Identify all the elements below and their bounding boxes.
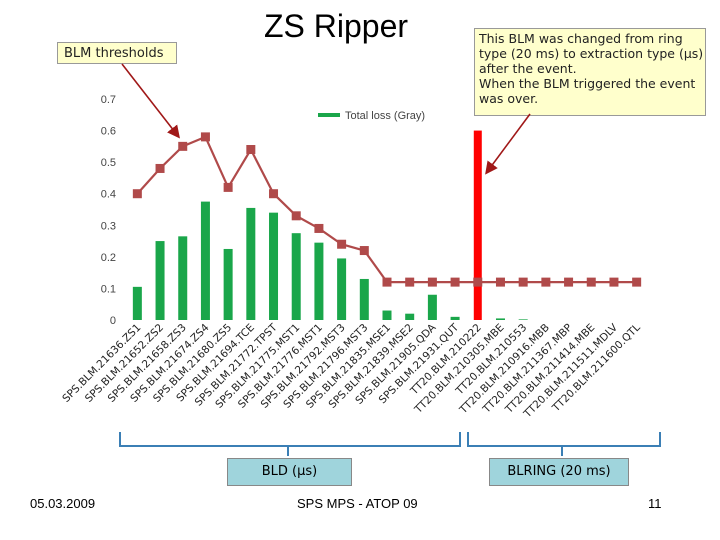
bar xyxy=(518,319,528,320)
bar xyxy=(405,313,415,320)
blm-change-callout: This BLM was changed from ring type (20 … xyxy=(474,28,706,116)
bar xyxy=(223,248,233,320)
threshold-marker xyxy=(405,277,415,287)
y-tick-label: 0.2 xyxy=(101,252,116,264)
threshold-marker xyxy=(269,189,279,199)
bar xyxy=(450,316,460,320)
bar xyxy=(246,207,256,320)
threshold-marker xyxy=(473,277,483,287)
legend-label: Total loss (Gray) xyxy=(345,110,425,122)
y-tick-label: 0.3 xyxy=(101,220,116,232)
highlight-bar xyxy=(473,130,482,320)
bar xyxy=(359,278,369,320)
bar xyxy=(382,310,392,320)
blm-change-arrow xyxy=(485,113,531,175)
footer-conference: SPS MPS - ATOP 09 xyxy=(297,496,418,511)
callout-line: When the BLM triggered the event xyxy=(479,76,696,91)
y-tick-label: 0.5 xyxy=(101,157,116,169)
threshold-marker xyxy=(359,246,369,256)
bar-series xyxy=(132,130,528,320)
page-number: 11 xyxy=(648,496,662,511)
bar xyxy=(155,241,165,320)
threshold-line xyxy=(136,135,637,284)
threshold-marker xyxy=(314,223,324,233)
threshold-marker xyxy=(427,277,437,287)
threshold-marker xyxy=(564,277,574,287)
legend-swatch xyxy=(318,113,340,117)
group-brackets xyxy=(119,432,661,456)
threshold-marker xyxy=(155,163,165,173)
bld-group-label: BLD (μs) xyxy=(227,458,352,486)
threshold-marker xyxy=(132,189,142,199)
threshold-marker xyxy=(382,277,392,287)
threshold-marker xyxy=(609,277,619,287)
threshold-marker xyxy=(450,277,460,287)
bar xyxy=(314,242,324,320)
threshold-marker xyxy=(178,141,188,151)
threshold-marker xyxy=(291,211,301,221)
bracket-line xyxy=(467,432,661,447)
threshold-marker xyxy=(337,239,347,249)
bar xyxy=(178,236,188,320)
blring-group-label: BLRING (20 ms) xyxy=(489,458,629,486)
threshold-marker xyxy=(246,145,256,155)
bar xyxy=(291,233,301,320)
threshold-marker xyxy=(200,132,210,142)
callout-line: was over. xyxy=(479,91,539,106)
bracket-line xyxy=(119,432,461,447)
bar xyxy=(269,212,279,320)
threshold-series xyxy=(132,132,642,287)
footer-date: 05.03.2009 xyxy=(30,496,96,511)
threshold-marker xyxy=(586,277,596,287)
chart-axes: 0 0.1 0.2 0.3 0.4 0.5 0.6 0.7 xyxy=(101,94,116,327)
chart-legend: Total loss (Gray) xyxy=(318,110,425,122)
callout-arrows xyxy=(121,63,531,175)
bar xyxy=(427,294,437,320)
y-tick-label: 0.1 xyxy=(101,283,116,295)
bar xyxy=(200,201,210,320)
threshold-marker xyxy=(223,182,233,192)
slide-title: ZS Ripper xyxy=(263,8,409,44)
bar xyxy=(132,286,142,320)
threshold-marker xyxy=(518,277,528,287)
callout-line: This BLM was changed from ring xyxy=(479,31,683,46)
callout-line: type (20 ms) to extraction type (μs) xyxy=(479,46,704,61)
callout-line: after the event. xyxy=(479,61,577,76)
thresholds-callout: BLM thresholds xyxy=(57,42,177,64)
y-tick-label: 0.6 xyxy=(101,126,116,138)
threshold-marker xyxy=(495,277,505,287)
threshold-marker xyxy=(541,277,551,287)
y-tick-label: 0 xyxy=(110,315,116,327)
x-tick-labels: SPS.BLM.21636.ZS1SPS.BLM.21652.ZS2SPS.BL… xyxy=(60,321,643,421)
threshold-marker xyxy=(632,277,642,287)
bar xyxy=(495,318,505,320)
thresholds-arrow xyxy=(121,63,180,139)
bar xyxy=(337,258,347,320)
y-tick-label: 0.4 xyxy=(101,189,116,201)
y-tick-label: 0.7 xyxy=(101,94,116,106)
